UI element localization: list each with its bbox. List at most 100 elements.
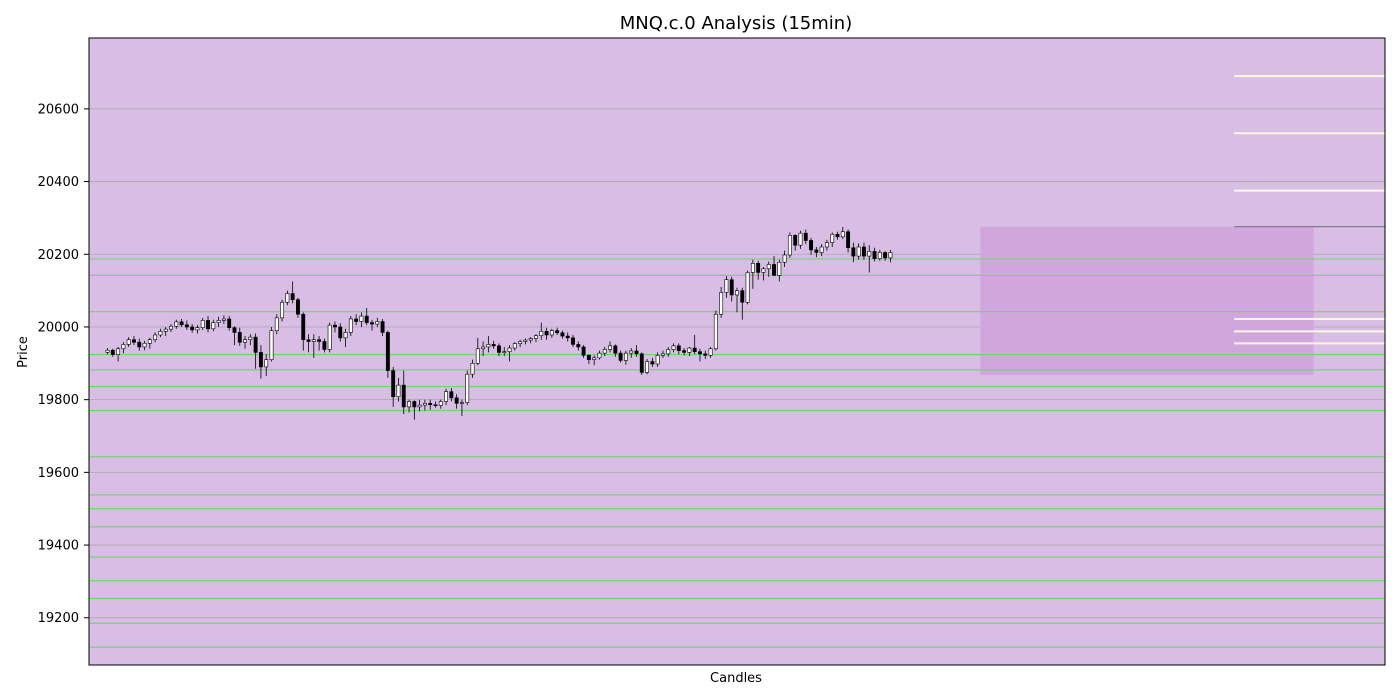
candle: [867, 245, 872, 273]
candle: [650, 357, 655, 367]
candle: [301, 312, 306, 351]
candle-body: [793, 235, 798, 246]
candle: [661, 350, 665, 358]
y-tick-label: 19400: [38, 539, 79, 554]
candle-body: [549, 330, 554, 336]
candle-body: [692, 347, 697, 352]
candle-body: [126, 339, 131, 345]
candle: [676, 343, 681, 355]
candle-body: [835, 233, 840, 238]
candle: [602, 346, 607, 357]
candle-body: [290, 293, 295, 301]
candle-body: [296, 299, 300, 315]
candle: [444, 388, 449, 406]
candle-body: [444, 391, 449, 402]
candle: [206, 316, 210, 333]
y-tick-label: 20600: [38, 102, 79, 117]
candle-body: [190, 326, 195, 331]
candle: [581, 345, 586, 358]
candle: [555, 327, 560, 335]
candle-body: [385, 332, 390, 371]
candle-body: [840, 231, 845, 238]
candle: [565, 332, 570, 342]
candle-body: [333, 324, 337, 328]
candle-body: [407, 401, 411, 408]
candle: [692, 334, 697, 355]
candle-body: [809, 240, 813, 251]
candle: [645, 358, 650, 375]
candle: [110, 348, 115, 357]
candle: [772, 256, 776, 277]
candle: [195, 325, 200, 334]
candle-body: [830, 233, 835, 243]
candle: [766, 261, 771, 277]
candle-body: [348, 318, 353, 333]
candle: [814, 247, 819, 258]
candle-body: [518, 341, 523, 344]
candle-body: [819, 246, 824, 253]
candle: [258, 345, 263, 379]
candle-body: [274, 317, 279, 331]
candle: [153, 332, 158, 343]
candle: [750, 259, 755, 289]
candle-body: [354, 318, 359, 322]
candle: [317, 336, 322, 351]
candle: [232, 326, 237, 346]
candle: [459, 399, 464, 417]
candle: [623, 350, 628, 365]
candle: [851, 242, 856, 263]
candle-body: [708, 348, 713, 356]
candle-body: [534, 335, 538, 339]
candle-body: [153, 334, 158, 340]
y-tick-label: 20000: [38, 320, 79, 335]
candle-body: [370, 322, 374, 325]
candle: [465, 370, 470, 406]
candle-body: [116, 348, 121, 355]
candle-body: [703, 353, 708, 356]
candle-body: [877, 252, 882, 259]
candle-body: [253, 336, 258, 353]
candle-body: [618, 352, 623, 361]
candle: [370, 319, 374, 331]
candle: [285, 290, 290, 306]
candle-body: [803, 232, 808, 241]
candle-body: [301, 313, 306, 340]
candle-body: [571, 337, 575, 345]
candle-body: [687, 347, 692, 353]
candle-body: [375, 321, 380, 325]
zone-rectangle: [980, 226, 1314, 375]
candle-body: [608, 345, 612, 350]
candle-body: [322, 341, 327, 350]
candle-body: [777, 261, 782, 276]
candle-body: [782, 254, 787, 263]
candle: [470, 359, 475, 378]
candle-body: [798, 232, 803, 246]
candle: [803, 229, 808, 245]
candle-body: [169, 325, 173, 330]
candle: [253, 333, 258, 369]
candle: [549, 328, 554, 338]
candle: [401, 370, 406, 415]
candle: [132, 336, 136, 346]
candle: [745, 270, 750, 305]
candle: [221, 315, 226, 325]
candle-body: [428, 402, 433, 406]
candle: [126, 337, 131, 347]
candle: [449, 388, 454, 402]
candle-body: [470, 363, 475, 375]
candle-body: [285, 293, 290, 303]
candle: [243, 336, 247, 349]
candle: [264, 354, 269, 377]
y-axis-label: Price: [16, 336, 31, 368]
candle: [333, 321, 337, 333]
candle: [666, 346, 671, 357]
candle: [248, 334, 253, 346]
y-tick-label: 19800: [38, 393, 79, 408]
candle-body: [158, 331, 163, 336]
candle-body: [740, 290, 745, 303]
candle: [475, 337, 480, 366]
candle-body: [565, 335, 570, 339]
candle: [634, 345, 639, 357]
candle-body: [666, 349, 671, 355]
